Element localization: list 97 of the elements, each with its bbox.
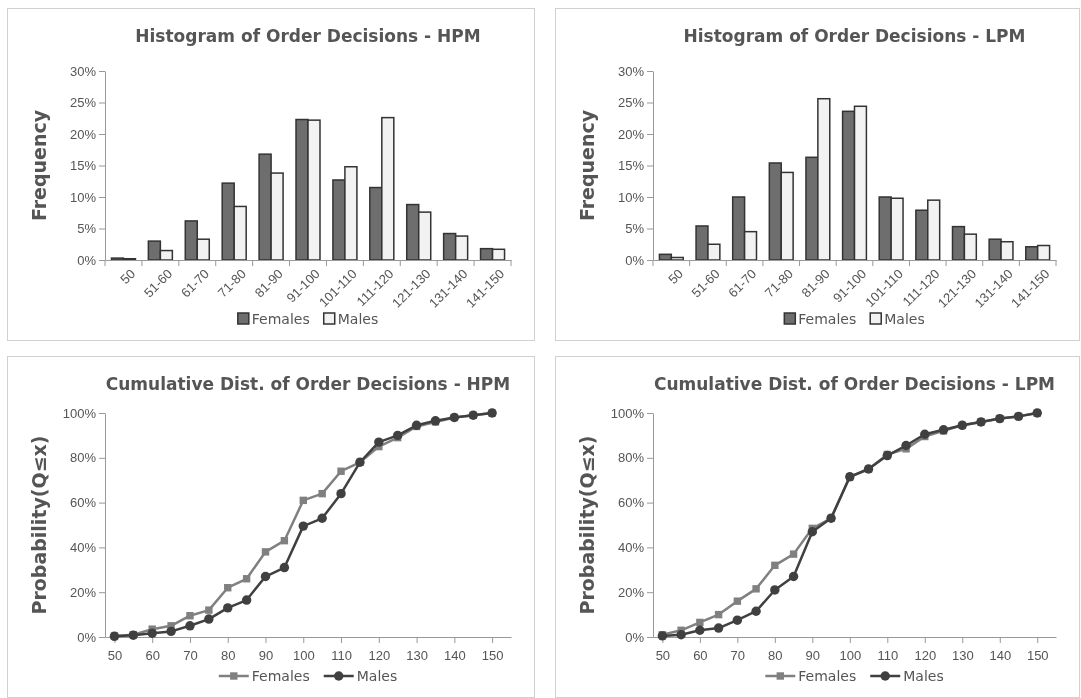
x-tick-label: 150 [1026,648,1049,664]
x-tick-label: 130 [951,648,974,664]
y-tick-label: 0% [77,629,97,645]
point [337,467,345,475]
y-tick-label: 5% [77,221,97,237]
point [147,628,157,638]
x-tick-label: 90 [258,648,274,664]
x-tick-label: 70 [183,648,198,664]
x-tick-label: 50 [117,266,139,287]
y-tick-label: 60% [69,495,97,511]
x-tick-label: 100 [292,648,315,664]
point [751,606,761,616]
x-tick-label: 50 [655,648,671,664]
point [374,437,384,447]
legend-label: Females [798,311,857,327]
y-tick-label: 10% [617,189,645,205]
point [186,612,194,620]
x-tick-label: 60 [693,648,708,664]
point [185,621,195,631]
y-tick-label: 40% [69,540,97,556]
point [279,562,290,573]
y-tick-label: 100% [610,405,645,421]
legend-label: Males [903,668,944,684]
point [298,521,308,531]
x-tick-label: 140 [444,648,466,664]
y-tick-label: 15% [69,158,97,174]
y-axis-title: Probability(Q≤x) [28,435,50,615]
legend-label: Females [251,311,310,327]
point [318,489,326,498]
point [788,571,799,582]
point [713,623,724,633]
x-tick-label: 80 [221,648,236,664]
y-tick-label: 0% [625,252,645,268]
x-tick-label: 60 [145,648,160,664]
legend-label: Males [356,668,398,684]
point [205,606,213,614]
legend-label: Males [884,311,925,327]
point [771,561,779,570]
y-tick-label: 25% [69,95,97,111]
x-tick-label: 140 [989,648,1012,664]
point [789,550,798,558]
y-tick-label: 40% [617,540,645,556]
point [807,527,818,537]
point [241,595,252,605]
x-tick-label: 110 [877,648,899,664]
point [733,597,742,605]
y-tick-label: 30% [617,63,645,79]
point [695,625,705,635]
legend-label: Females [251,668,310,684]
point [317,513,327,523]
x-tick-label: 80 [768,648,783,664]
point [336,488,346,499]
point [696,618,704,627]
point [676,630,686,640]
x-tick-label: 70 [730,648,746,664]
y-axis-title: Frequency [576,109,598,222]
x-tick-label: 110 [331,648,352,664]
point [204,614,214,624]
y-tick-label: 20% [617,584,645,600]
y-tick-label: 25% [617,95,645,111]
point [732,615,743,625]
point [261,548,270,556]
chart-title: Cumulative Dist. of Order Decisions - HPM [105,374,511,394]
y-tick-label: 80% [617,450,645,466]
legend-label: Males [337,311,379,327]
y-tick-label: 0% [77,252,97,268]
point [166,626,176,637]
x-tick-label: 120 [368,648,391,664]
legend-label: Females [798,668,857,684]
chart-title: Histogram of Order Decisions - LPM [683,26,1026,46]
y-tick-label: 30% [69,63,97,79]
chart-title: Histogram of Order Decisions - HPM [135,26,481,46]
x-tick-label: 50 [665,266,687,287]
y-axis-title: Frequency [28,109,50,222]
y-tick-label: 80% [69,450,97,466]
point [901,440,911,451]
y-tick-label: 100% [62,405,97,421]
x-tick-label: 130 [406,648,428,664]
point [223,603,233,613]
y-tick-label: 60% [617,495,645,511]
x-tick-label: 90 [805,648,821,664]
x-tick-label: 150 [481,648,504,664]
point [260,571,271,582]
y-tick-label: 15% [617,158,645,174]
chart-title: Cumulative Dist. of Order Decisions - LPM [653,374,1056,394]
y-tick-label: 20% [617,126,645,142]
x-tick-label: 50 [107,648,123,664]
x-tick-label: 100 [839,648,862,664]
y-tick-label: 20% [69,584,97,600]
y-axis-title: Probability(Q≤x) [576,435,598,615]
y-tick-label: 20% [69,126,97,142]
y-tick-label: 5% [625,221,645,237]
y-tick-label: 10% [69,189,97,205]
point [752,585,760,593]
point [770,585,780,595]
y-tick-label: 0% [625,629,645,645]
x-tick-label: 120 [914,648,937,664]
